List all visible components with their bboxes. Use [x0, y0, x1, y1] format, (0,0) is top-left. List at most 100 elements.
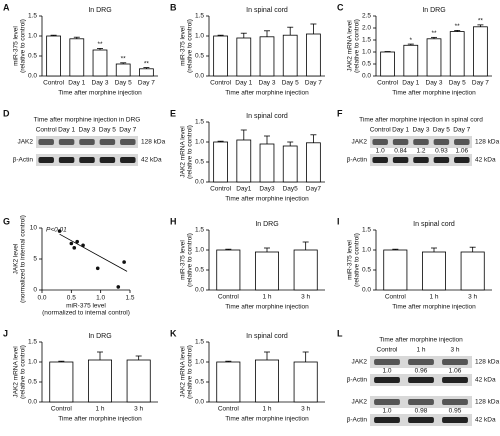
y-tick-label: 5 [33, 256, 37, 263]
bar [236, 139, 252, 183]
x-tick-label: Control [218, 294, 240, 301]
x-tick-label: Day 1 [235, 80, 252, 87]
x-axis-label: Time after morphine injection [58, 90, 142, 97]
y-tick-label: 1.0 [362, 247, 371, 254]
x-tick-label: Day 7 [472, 80, 489, 87]
blot-band [99, 139, 116, 145]
row-label: β-Actin [13, 157, 34, 164]
x-tick-label: Day3 [259, 186, 275, 193]
bar [254, 251, 279, 291]
point [81, 243, 85, 248]
lane-label: Control [377, 347, 399, 354]
lane-label: Control [36, 127, 58, 134]
x-tick-label: Control [210, 80, 232, 87]
bar [216, 361, 241, 403]
row-size: 128 kDa [475, 139, 500, 146]
row-size: 42 kDa [475, 417, 496, 424]
significance: * [410, 37, 413, 44]
annotation: P<0.01 [46, 227, 67, 234]
significance: ** [121, 56, 127, 63]
y-axis-label: miR-375 level [347, 240, 354, 280]
y-tick-label: 1.5 [28, 13, 37, 20]
blot-band [38, 139, 54, 145]
significance: ** [144, 60, 150, 67]
y-axis-label: miR-375 level [13, 26, 20, 66]
y-tick-label: 0.5 [195, 159, 204, 166]
x-tick-label: Day 5 [282, 80, 299, 87]
x-tick-label: 3 h [134, 406, 143, 413]
row-size: 42 kDa [475, 157, 496, 164]
x-tick-label: 1 h [262, 406, 271, 413]
y-tick-label: 1.0 [195, 139, 204, 146]
x-tick-label: 1 h [95, 406, 104, 413]
bar [49, 361, 74, 403]
y-axis-label: (relative to control) [187, 233, 194, 287]
y-tick-label: 0.0 [28, 73, 37, 80]
y-tick-label: 1.0 [28, 33, 37, 40]
panel-label: J [3, 328, 8, 338]
bar [293, 361, 318, 403]
x-tick-label: Control [377, 80, 399, 87]
y-axis-label: JAK2 mRNA level [180, 126, 187, 178]
blot-band [408, 377, 434, 383]
ratio: 1.0 [382, 408, 391, 415]
x-tick-label: Control [385, 294, 407, 301]
bar [213, 141, 228, 183]
ratio: 0.98 [415, 408, 428, 415]
x-tick-label: 3 h [301, 294, 310, 301]
y-tick-label: 0.0 [28, 399, 37, 406]
lane-label: Day 7 [119, 127, 136, 134]
blot-band [79, 157, 95, 163]
significance: ** [97, 41, 103, 48]
blot-band [392, 157, 409, 163]
row-size: 128 kDa [475, 359, 500, 366]
blot-band [433, 139, 450, 145]
y-tick-label: 0 [33, 287, 37, 294]
y-tick-label: 0.0 [195, 287, 204, 294]
blot-band [454, 139, 470, 145]
point [75, 239, 79, 244]
chart-title: In DRG [422, 7, 445, 14]
panel-label: B [170, 2, 177, 12]
lane-label: Day 1 [58, 127, 75, 134]
chart-title: In DRG [88, 333, 111, 340]
x-tick-label: Day 1 [68, 80, 85, 87]
ratio: 1.0 [376, 148, 385, 155]
x-tick-label: 1 h [262, 294, 271, 301]
x-axis-label: Time after morphine injection [392, 90, 476, 97]
blot-band [374, 359, 400, 365]
blot-band [38, 157, 54, 163]
blot-band [79, 139, 95, 145]
bar [460, 251, 485, 291]
bar [88, 359, 113, 403]
y-tick-label: 1.0 [28, 359, 37, 366]
point [116, 285, 121, 289]
blot-band [454, 157, 470, 163]
panel-label: I [337, 216, 340, 226]
row-size: 128 kDa [141, 139, 166, 146]
y-tick-label: 1.0 [362, 49, 371, 56]
blot-band [442, 417, 468, 423]
x-tick-label: Day 3 [259, 80, 276, 87]
bar [383, 249, 408, 291]
panel-label: G [3, 216, 10, 226]
x-axis-label: Time after morphine injection [225, 196, 309, 203]
x-tick-label: Control [43, 80, 65, 87]
panel-label: A [3, 2, 10, 12]
blot-band [120, 139, 136, 145]
bar [139, 68, 154, 77]
y-axis-label: (relative to control) [20, 19, 27, 73]
bar [306, 33, 321, 77]
x-tick-label: 3 h [301, 406, 310, 413]
x-tick-label: Day 7 [305, 80, 322, 87]
bar [293, 249, 318, 291]
chart-title: In DRG [255, 221, 278, 228]
y-tick-label: 2.0 [362, 25, 371, 32]
blot-band [408, 417, 434, 423]
y-tick-label: 1.0 [195, 247, 204, 254]
point [69, 241, 74, 246]
row-size: 42 kDa [141, 157, 162, 164]
point [95, 266, 100, 271]
blot-band [372, 139, 388, 145]
blot-band [374, 417, 400, 423]
